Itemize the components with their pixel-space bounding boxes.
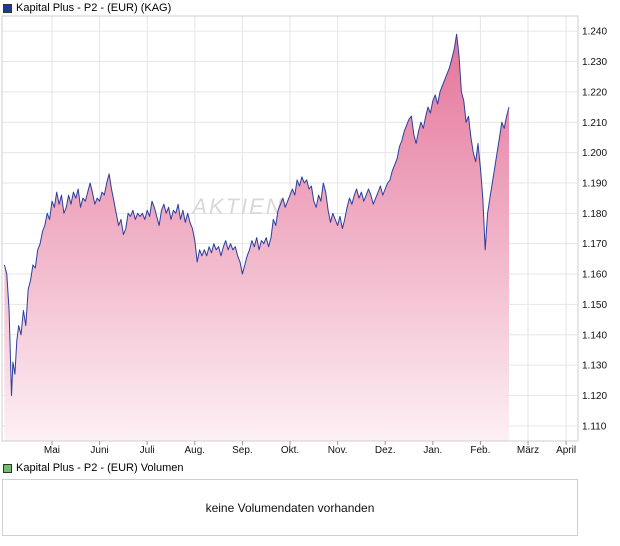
y-tick-label: 1.140 bbox=[582, 330, 607, 341]
x-tick-label: Feb. bbox=[470, 445, 490, 456]
y-tick-label: 1.200 bbox=[582, 148, 607, 159]
y-tick-label: 1.240 bbox=[582, 27, 607, 38]
price-legend: Kapital Plus - P2 - (EUR) (KAG) bbox=[3, 1, 171, 15]
x-axis: Mai Juni Juli Aug. Sep. Okt. Nov. Dez. Jan. Feb. M… bbox=[44, 441, 576, 456]
volume-empty-message: keine Volumendaten vorhanden bbox=[205, 500, 375, 515]
price-chart: AKTIEN 1.1101.1201.1301.1401.1501.1601.1… bbox=[1, 15, 607, 456]
volume-series-swatch bbox=[3, 463, 12, 473]
volume-panel: keine Volumendaten vorhanden bbox=[2, 479, 578, 536]
x-tick-label: Dez. bbox=[375, 445, 396, 456]
x-tick-label: Sep. bbox=[232, 445, 253, 456]
volume-legend-label: Kapital Plus - P2 - (EUR) Volumen bbox=[16, 462, 184, 474]
y-tick-label: 1.220 bbox=[582, 87, 607, 98]
price-area-fill bbox=[4, 34, 510, 441]
y-tick-label: 1.130 bbox=[582, 361, 607, 372]
x-tick-label: Mai bbox=[44, 445, 60, 456]
y-tick-label: 1.230 bbox=[582, 57, 607, 68]
x-tick-label: Aug. bbox=[185, 445, 206, 456]
y-axis: 1.110 1.120 1.130 1.140 1.150 1.160 1.170 1.180… bbox=[582, 27, 607, 433]
price-legend-label: Kapital Plus - P2 - (EUR) (KAG) bbox=[16, 2, 172, 14]
volume-legend: Kapital Plus - P2 - (EUR) Volumen bbox=[3, 461, 184, 475]
y-tick-label: 1.160 bbox=[582, 270, 607, 281]
y-tick-label: 1.190 bbox=[582, 178, 607, 189]
y-tick-label: 1.180 bbox=[582, 209, 607, 220]
y-tick-label: 1.150 bbox=[582, 300, 607, 311]
x-tick-label: Nov. bbox=[328, 445, 348, 456]
price-series-line bbox=[3, 33, 510, 396]
x-tick-label: April bbox=[556, 445, 576, 456]
price-series-swatch bbox=[3, 3, 12, 13]
x-tick-label: Okt. bbox=[281, 445, 299, 456]
y-tick-label: 1.210 bbox=[582, 118, 607, 129]
x-tick-label: Jan. bbox=[423, 445, 442, 456]
y-tick-label: 1.170 bbox=[582, 239, 607, 250]
x-tick-label: Juni bbox=[90, 445, 108, 456]
y-tick-label: 1.120 bbox=[582, 391, 607, 402]
x-tick-label: Juli bbox=[140, 445, 155, 456]
x-tick-label: März bbox=[517, 445, 539, 456]
watermark-text: AKTIEN bbox=[190, 194, 283, 219]
y-tick-label: 1.110 bbox=[582, 421, 607, 432]
